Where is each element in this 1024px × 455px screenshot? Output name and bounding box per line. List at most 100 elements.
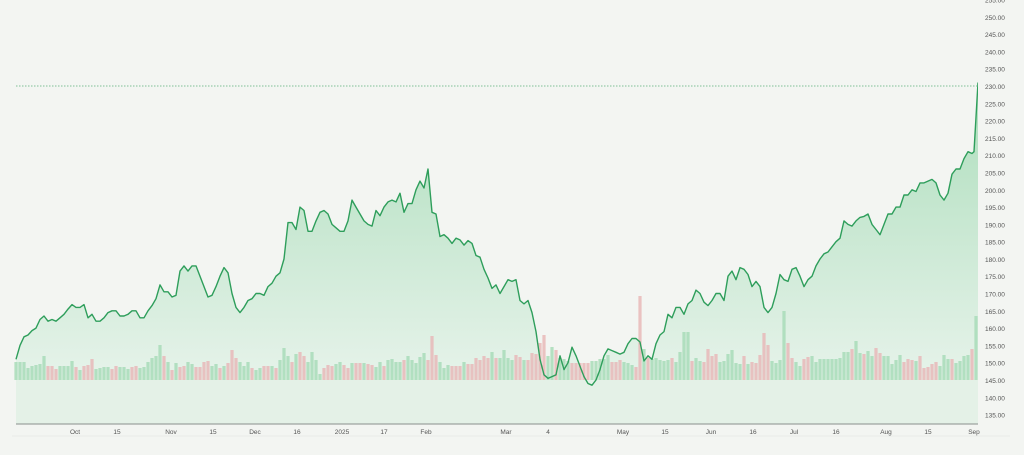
volume-bar <box>642 349 646 380</box>
y-tick-label: 175.00 <box>985 274 1005 281</box>
x-tick-label: 15 <box>924 429 932 436</box>
volume-bar <box>182 366 186 380</box>
volume-bar <box>446 365 450 380</box>
volume-bar <box>186 362 190 380</box>
volume-bar <box>306 362 310 380</box>
volume-bar <box>62 366 66 380</box>
volume-bar <box>666 360 670 380</box>
volume-bar <box>518 357 522 380</box>
volume-bar <box>938 366 942 380</box>
volume-bar <box>750 362 754 380</box>
volume-bar <box>878 353 882 380</box>
volume-bar <box>958 361 962 380</box>
volume-bar <box>258 368 262 380</box>
volume-bar <box>282 348 286 380</box>
y-axis: 135.00 140.00 145.00 150.00 155.00 160.00 165.… <box>985 0 1005 420</box>
y-tick-label: 255.00 <box>985 0 1005 5</box>
volume-bar <box>882 356 886 380</box>
x-tick-label: Aug <box>880 429 892 436</box>
volume-bar <box>26 368 30 380</box>
volume-bar <box>418 357 422 380</box>
volume-bar <box>378 362 382 380</box>
volume-bar <box>106 367 110 380</box>
x-tick-label: 16 <box>749 429 757 436</box>
volume-bar <box>314 360 318 380</box>
volume-bar <box>398 362 402 380</box>
volume-bar <box>146 362 150 380</box>
volume-bar <box>322 368 326 380</box>
volume-bar <box>698 361 702 380</box>
volume-bar <box>58 366 62 380</box>
volume-bar <box>178 367 182 380</box>
volume-bar <box>650 359 654 380</box>
volume-bar <box>638 296 642 380</box>
volume-bar <box>578 363 582 380</box>
volume-bar <box>558 358 562 380</box>
volume-bar <box>350 363 354 380</box>
volume-bar <box>818 359 822 380</box>
volume-bar <box>294 354 298 380</box>
volume-bar <box>942 355 946 380</box>
y-tick-label: 210.00 <box>985 153 1005 160</box>
volume-bar <box>226 363 230 380</box>
volume-bar <box>42 356 46 380</box>
volume-bar <box>726 354 730 380</box>
volume-bar <box>530 353 534 380</box>
volume-bar <box>762 333 766 380</box>
y-tick-label: 205.00 <box>985 170 1005 177</box>
y-tick-label: 250.00 <box>985 15 1005 22</box>
volume-bar <box>50 366 54 380</box>
volume-bar <box>842 352 846 380</box>
volume-bar <box>382 366 386 380</box>
volume-bar <box>758 355 762 380</box>
volume-bar <box>670 358 674 380</box>
volume-bar <box>794 362 798 380</box>
volume-bar <box>270 366 274 380</box>
x-tick-label: 15 <box>209 429 217 436</box>
volume-bar <box>702 362 706 380</box>
y-tick-label: 150.00 <box>985 361 1005 368</box>
volume-bar <box>74 367 78 380</box>
volume-bar <box>510 360 514 380</box>
volume-bar <box>326 365 330 380</box>
volume-bar <box>918 356 922 380</box>
volume-bar <box>830 359 834 380</box>
volume-bar <box>738 364 742 380</box>
y-axis-panel[interactable] <box>978 0 1024 450</box>
volume-bar <box>734 363 738 380</box>
volume-bar <box>546 356 550 380</box>
y-tick-label: 240.00 <box>985 49 1005 56</box>
volume-bar <box>442 368 446 380</box>
volume-bar <box>606 355 610 380</box>
x-tick-label: Jul <box>790 429 799 436</box>
volume-bar <box>254 370 258 380</box>
volume-bars <box>14 296 978 380</box>
volume-bar <box>318 374 322 380</box>
volume-bar <box>898 355 902 380</box>
volume-bar <box>822 359 826 380</box>
volume-bar <box>374 367 378 380</box>
volume-bar <box>22 362 26 380</box>
y-tick-label: 245.00 <box>985 32 1005 39</box>
volume-bar <box>470 364 474 380</box>
price-polyline <box>15 82 979 386</box>
x-tick-label: 15 <box>661 429 669 436</box>
volume-bar <box>682 332 686 380</box>
volume-bar <box>130 367 134 380</box>
x-tick-label: 4 <box>546 429 550 436</box>
volume-bar <box>686 332 690 380</box>
x-tick-label: 15 <box>113 429 121 436</box>
volume-bar <box>434 355 438 380</box>
volume-bar <box>778 360 782 380</box>
volume-bar <box>170 370 174 380</box>
volume-bar <box>78 370 82 380</box>
x-tick-label: 2025 <box>335 429 350 436</box>
volume-bar <box>906 359 910 380</box>
y-tick-label: 180.00 <box>985 257 1005 264</box>
volume-bar <box>730 350 734 380</box>
volume-bar <box>190 364 194 380</box>
volume-bar <box>574 363 578 380</box>
volume-bar <box>206 361 210 380</box>
